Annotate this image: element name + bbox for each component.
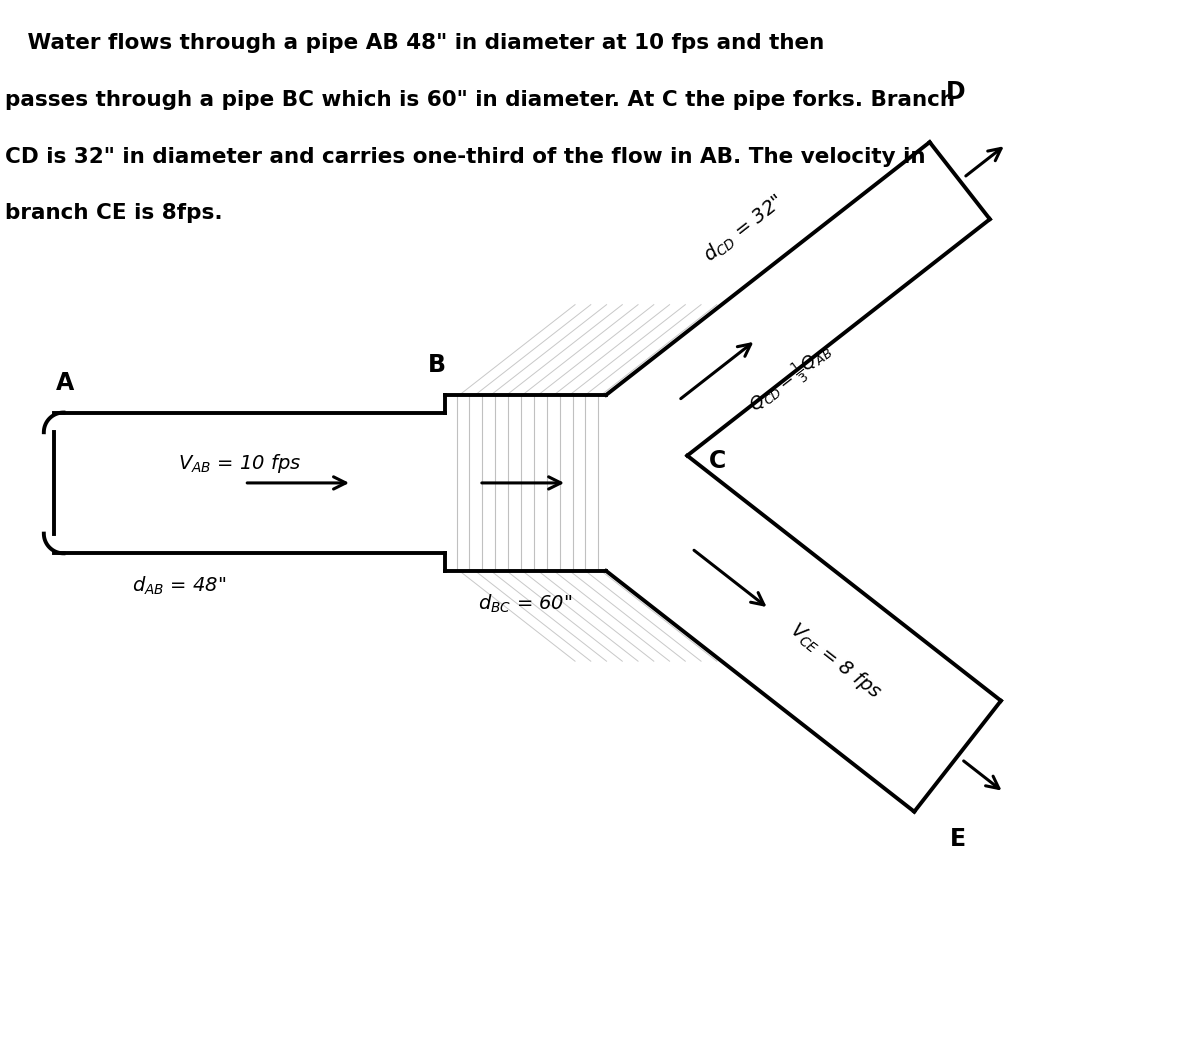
Text: B: B <box>428 353 446 377</box>
Text: passes through a pipe BC which is 60" in diameter. At C the pipe forks. Branch: passes through a pipe BC which is 60" in… <box>5 90 955 110</box>
Text: branch CE is 8fps.: branch CE is 8fps. <box>5 203 222 223</box>
Text: $Q_{CD}$$ = \frac{1}{3}Q_{AB}$: $Q_{CD}$$ = \frac{1}{3}Q_{AB}$ <box>743 337 838 420</box>
Text: $d_{BC}$ = 60": $d_{BC}$ = 60" <box>479 593 572 615</box>
Text: Water flows through a pipe AB 48" in diameter at 10 fps and then: Water flows through a pipe AB 48" in dia… <box>5 34 824 53</box>
Text: CD is 32" in diameter and carries one-third of the flow in AB. The velocity in: CD is 32" in diameter and carries one-th… <box>5 147 925 166</box>
Text: D: D <box>946 80 965 104</box>
Text: E: E <box>950 827 966 851</box>
Text: $d_{CD}$ = 32": $d_{CD}$ = 32" <box>700 191 788 267</box>
Text: A: A <box>55 371 74 395</box>
Text: $V_{CE}$ = 8 fps: $V_{CE}$ = 8 fps <box>785 618 886 704</box>
Text: $V_{AB}$ = 10 fps: $V_{AB}$ = 10 fps <box>178 452 301 475</box>
Text: C: C <box>709 448 726 472</box>
Text: $d_{AB}$ = 48": $d_{AB}$ = 48" <box>132 575 227 597</box>
